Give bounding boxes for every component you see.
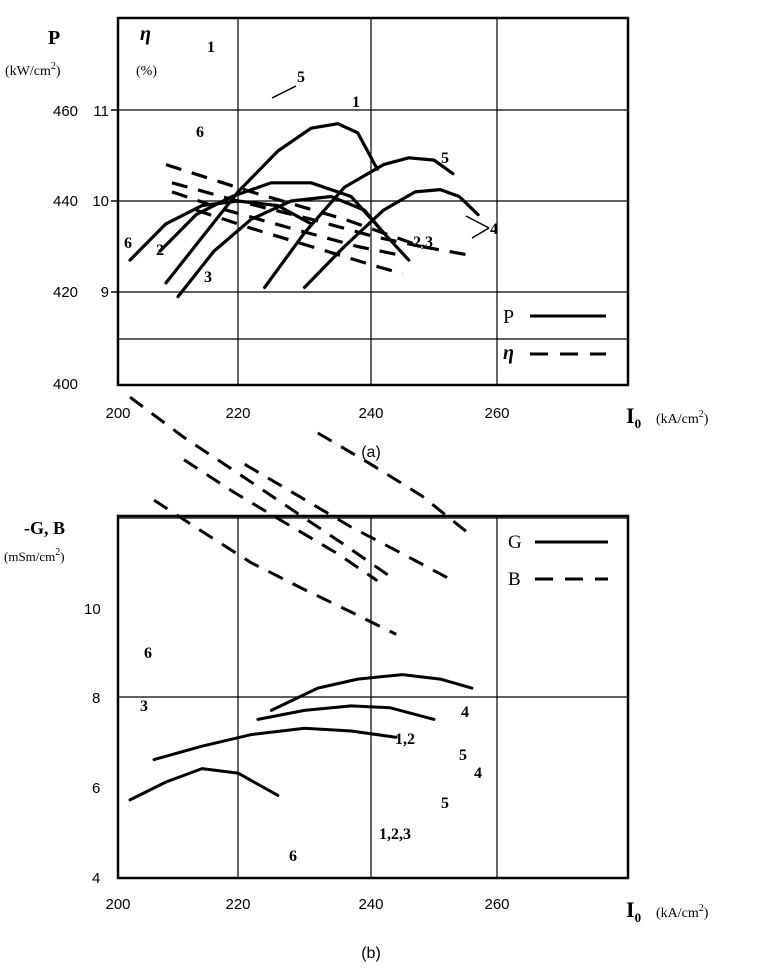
- panel-b-ytick-label: 6: [92, 780, 100, 797]
- panel-b-grid: [118, 338, 628, 878]
- panel-a-ytick-label: 440: [53, 193, 78, 210]
- panel-b-curve-labels: 6 3 4 5 1,2 4 5 1,2,3 6: [140, 645, 482, 865]
- panel-b-caption: (b): [361, 945, 381, 962]
- panel-a-ylabel: P: [48, 27, 60, 49]
- curve-label: 1: [352, 94, 360, 111]
- panel-b-xtick-label: 220: [225, 896, 250, 913]
- panel-a-caption: (a): [361, 444, 381, 461]
- panel-a-ytick-label: 400: [53, 376, 78, 393]
- curve-leader: [271, 85, 297, 99]
- curve-label: 4: [461, 704, 469, 721]
- curve-label: 6: [124, 235, 132, 252]
- panel-b-xtick-label: 260: [484, 896, 509, 913]
- curve-label: 6: [289, 848, 297, 865]
- panel-b-ytick-label: 8: [92, 690, 100, 707]
- curve-label: 2: [156, 242, 164, 259]
- panel-b-ytick-label: 4: [92, 870, 100, 887]
- curve-label: 4: [490, 221, 498, 238]
- curve-leader: [465, 215, 490, 229]
- series-p-4: [302, 188, 480, 289]
- series-b-1-2: [183, 458, 379, 582]
- panel-a-xtick-label: 200: [105, 405, 130, 422]
- panel-a-legend: P η: [503, 306, 606, 364]
- series-g-6: [128, 767, 280, 802]
- curve-label: 3: [140, 698, 148, 715]
- series-p-3: [176, 194, 386, 299]
- panel-a-grid: [118, 18, 628, 385]
- series-b-5: [243, 463, 454, 583]
- panel-a: P (kW/cm2) η (%) 400 420 440 460 9 10 11…: [5, 16, 709, 461]
- legend-label: P: [503, 306, 514, 328]
- panel-a-y2tick-label: 10: [92, 193, 109, 210]
- panel-a-xlabel: I0: [626, 403, 641, 431]
- panel-a-curve-labels: 1 5 6 1 5 4 2,3 6 2 3: [124, 39, 498, 286]
- series-b-3: [153, 498, 397, 636]
- curve-label: 1,2: [395, 731, 415, 748]
- series-b-4: [317, 431, 473, 538]
- panel-a-xtick-label: 260: [484, 405, 509, 422]
- series-g-1-2-3: [152, 726, 398, 762]
- curve-label: 5: [459, 747, 467, 764]
- legend-label: B: [508, 569, 521, 590]
- panel-b-xlabel: I0: [626, 897, 641, 925]
- series-b-6: [129, 395, 398, 582]
- panel-a-ytick-label: 460: [53, 103, 78, 120]
- panel-b-ylabel-unit: (mSm/cm2): [4, 547, 65, 564]
- panel-a-ylabel-unit: (kW/cm2): [5, 61, 61, 79]
- curve-label: 3: [204, 269, 212, 286]
- curve-label: 1,2,3: [379, 826, 411, 843]
- panel-b-xtick-label: 240: [358, 896, 383, 913]
- panel-a-xtick-label: 220: [225, 405, 250, 422]
- panel-a-series: [128, 122, 480, 299]
- panel-a-y2tick-label: 11: [93, 103, 109, 120]
- legend-label: η: [503, 342, 514, 364]
- panel-b-series: [128, 395, 474, 802]
- panel-a-y2label: η: [140, 23, 151, 45]
- panel-a-xtick-label: 240: [358, 405, 383, 422]
- panel-b-ytick-label: 10: [84, 601, 101, 618]
- series-eta-1: [165, 163, 473, 258]
- panel-b-xlabel-unit: (kA/cm2): [656, 903, 709, 921]
- legend-label: G: [508, 532, 522, 553]
- series-p-1: [164, 122, 379, 285]
- curve-label: 5: [441, 150, 449, 167]
- panel-a-ytick-label: 420: [53, 284, 78, 301]
- curve-label: 5: [297, 69, 305, 86]
- panel-a-xlabel-unit: (kA/cm2): [656, 409, 709, 427]
- curve-label: 5: [441, 795, 449, 812]
- curve-label: 6: [196, 124, 204, 141]
- series-g-4: [269, 673, 474, 712]
- series-eta-2-3: [195, 208, 403, 276]
- series-eta-6: [171, 190, 403, 258]
- panel-b-xtick-label: 200: [105, 896, 130, 913]
- curve-label: 6: [144, 645, 152, 662]
- series-g-5: [256, 704, 436, 721]
- curve-leader: [471, 227, 490, 239]
- panel-a-y2label-unit: (%): [136, 64, 157, 79]
- panel-b-ylabel: -G, B: [24, 518, 65, 538]
- panel-b: -G, B (mSm/cm2) 4 6 8 10 200 220 240 260…: [4, 338, 709, 962]
- curve-label: 4: [474, 765, 482, 782]
- curve-label: 2,3: [413, 234, 433, 251]
- series-eta-5: [171, 181, 422, 249]
- curve-label: 1: [207, 39, 215, 56]
- panel-b-legend: G B: [508, 532, 608, 590]
- panel-a-y2tick-label: 9: [101, 284, 109, 301]
- panel-b-frame: [116, 514, 630, 880]
